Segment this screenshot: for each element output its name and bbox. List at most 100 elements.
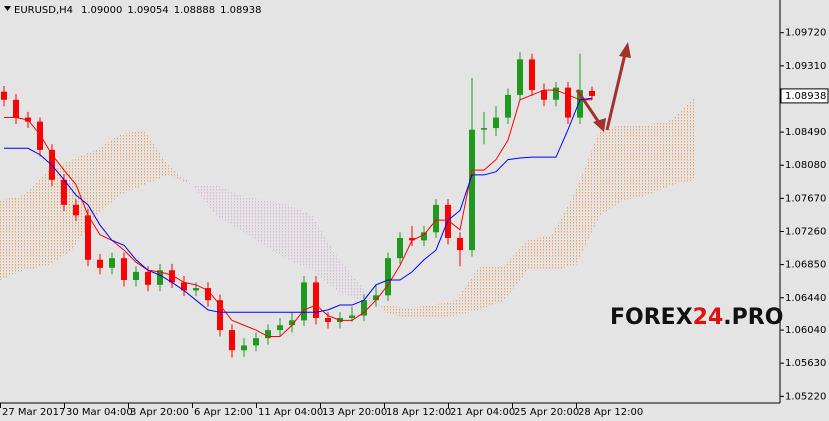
x-tick-label: 27 Mar 2017 (2, 407, 65, 418)
indicator-line (4, 97, 593, 313)
y-tick-label: 1.09720 (785, 28, 826, 39)
cloud-segment (504, 240, 528, 301)
cloud-segment (168, 165, 192, 185)
x-tick-label: 25 Apr 20:00 (514, 407, 579, 418)
candle-body (397, 237, 403, 259)
y-tick-label: 1.07260 (785, 226, 826, 237)
indicator-line (4, 89, 592, 338)
ohlc-label: 1.08888 (174, 5, 215, 16)
x-tick-label: 13 Apr 20:00 (322, 407, 387, 418)
cloud-segment (600, 124, 624, 216)
cloud-segment (0, 195, 24, 280)
candle-body (181, 282, 187, 291)
candle-body (385, 258, 391, 296)
watermark-text: .PRO (723, 305, 783, 330)
last-price-label: 1.08938 (785, 91, 826, 102)
arrow-up-head (619, 42, 631, 58)
candle-body (109, 258, 115, 268)
candle-body (577, 90, 583, 118)
watermark-text: FOREX (610, 305, 693, 330)
candle-body (313, 282, 319, 318)
candle-body (1, 91, 7, 100)
candle-body (193, 288, 199, 291)
candle-body (517, 59, 523, 95)
forecast-arrows (575, 42, 631, 132)
last-price-box (780, 88, 829, 104)
candle-body (133, 271, 139, 280)
y-tick-label: 1.09310 (785, 61, 826, 72)
cloud-segment (288, 204, 312, 271)
y-tick-label: 1.06040 (785, 325, 826, 336)
candle-body (469, 129, 475, 251)
cloud-segment (336, 254, 360, 301)
x-tick-label: 28 Apr 12:00 (578, 407, 643, 418)
cloud-segment (192, 184, 216, 216)
candle-body (73, 204, 79, 216)
candle-body (61, 179, 67, 205)
x-tick-label: 18 Apr 12:00 (386, 407, 451, 418)
candle-body (37, 121, 43, 150)
cloud-segment (456, 265, 480, 316)
x-tick-label: 30 Mar 04:00 (66, 407, 133, 418)
candle-body (301, 282, 307, 321)
x-tick-label: 3 Apr 20:00 (130, 407, 189, 418)
cloud-segment (120, 129, 144, 196)
candle-body (121, 258, 127, 280)
candle-body (241, 345, 247, 351)
cloud-segment (672, 95, 696, 185)
ohlc-label: 1.09054 (127, 5, 168, 16)
cloud-segment (528, 234, 552, 271)
candle-body (481, 128, 487, 130)
cloud-segment (552, 190, 576, 271)
candle-body (289, 320, 295, 326)
candle-body (85, 215, 91, 260)
candle-body (505, 94, 511, 118)
arrow-up-shaft (605, 53, 627, 131)
y-tick-label: 1.06850 (785, 260, 826, 271)
cloud-segment (312, 215, 336, 291)
symbol-menu-triangle (4, 6, 11, 11)
candle-body (493, 117, 499, 129)
y-tick-label: 1.07670 (785, 193, 826, 204)
x-tick-label: 21 Apr 04:00 (450, 407, 515, 418)
cloud-segment (480, 265, 504, 310)
candle-body (433, 204, 439, 233)
x-tick-label: 11 Apr 04:00 (258, 407, 323, 418)
y-tick-label: 1.06440 (785, 293, 826, 304)
candle-body (421, 232, 427, 241)
candle-body (265, 330, 271, 339)
cloud-segment (264, 199, 288, 260)
cloud-segment (240, 195, 264, 246)
candle-body (457, 237, 463, 251)
candle-body (325, 317, 331, 322)
candle-body (229, 330, 235, 351)
candle-body (361, 300, 367, 316)
arrow-down-head (593, 118, 606, 132)
cloud-segment (432, 300, 456, 318)
x-tick-label: 6 Apr 12:00 (194, 407, 253, 418)
cloud-segment (648, 119, 672, 196)
candle-body (13, 99, 19, 118)
candle-body (277, 325, 283, 331)
cloud-segment (24, 170, 48, 271)
cloud-segment (576, 129, 600, 266)
cloud-segment (72, 149, 96, 251)
candle-body (373, 295, 379, 301)
plot-area (0, 52, 696, 358)
symbol-title: EURUSD,H4 (14, 5, 73, 16)
ohlc-label: 1.08938 (220, 5, 261, 16)
candle-body (565, 87, 571, 118)
cloud-segment (360, 284, 384, 313)
candle-body (409, 237, 415, 241)
candle-body (157, 270, 163, 285)
candle-body (349, 315, 355, 318)
candle-body (169, 270, 175, 283)
candle-body (553, 87, 559, 100)
arrow-down-shaft (575, 89, 602, 125)
watermark-text: 24 (693, 305, 724, 330)
y-tick-label: 1.05630 (785, 358, 826, 369)
candle-body (145, 271, 151, 285)
